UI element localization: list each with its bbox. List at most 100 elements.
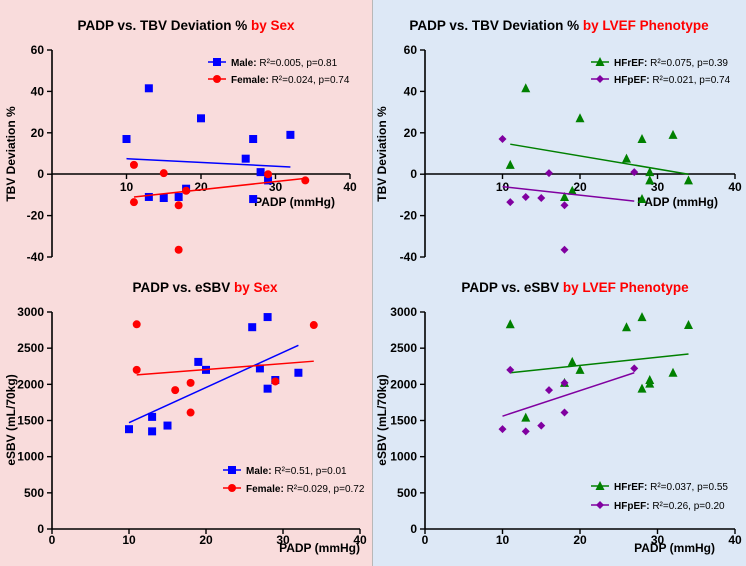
data-point-female [129, 160, 138, 169]
chart-title-main: PADP vs. TBV Deviation % [77, 18, 251, 33]
fit-line-male [126, 157, 291, 168]
data-point-male [125, 425, 133, 434]
data-point-hfpef [498, 425, 507, 434]
x-tick-label: 40 [343, 180, 357, 194]
data-point-female [132, 320, 141, 329]
legend-series-name: HFpEF: [614, 501, 652, 512]
data-point-male [241, 154, 250, 163]
chart-title-main: PADP vs. TBV Deviation % [409, 18, 583, 33]
fit-line-female [136, 360, 314, 376]
data-point-hfpef [545, 169, 553, 178]
data-point-male [249, 195, 258, 204]
legend-series-name: HFpEF: [614, 75, 652, 86]
x-tick-label: 20 [199, 533, 213, 547]
data-point-hfref [560, 191, 569, 201]
x-tick-label: 20 [573, 533, 587, 547]
x-tick-label: 0 [49, 533, 56, 547]
x-axis-label: PADP (mmHg) [279, 541, 360, 555]
y-tick-label: 2500 [390, 341, 417, 355]
data-point-hfref [645, 175, 655, 185]
legend-marker-male [213, 58, 221, 66]
data-point-female [309, 321, 318, 330]
data-point-male [144, 192, 153, 201]
legend-label-female: Female: R²=0.029, p=0.72 [246, 484, 365, 495]
right-panel-background [373, 0, 746, 566]
data-point-male [249, 135, 258, 144]
data-point-hfref [668, 367, 678, 377]
data-point-hfref [622, 322, 631, 332]
chart-title: PADP vs. eSBV by Sex [132, 280, 278, 295]
data-point-hfref [622, 153, 631, 163]
data-point-female [159, 169, 168, 178]
data-point-hfpef [506, 198, 515, 207]
chart-title: PADP vs. eSBV by LVEF Phenotype [461, 280, 689, 295]
y-tick-label: -20 [400, 209, 418, 223]
data-point-male [263, 384, 272, 393]
data-point-hfref [668, 129, 678, 139]
data-point-hfref [637, 194, 647, 204]
data-point-female [132, 365, 141, 374]
legend-marker-male [228, 466, 236, 474]
data-point-hfpef [560, 245, 569, 254]
data-point-hfref [567, 185, 577, 195]
y-tick-label: 60 [31, 43, 45, 57]
chart-tr: PADP vs. TBV Deviation % by LVEF Phenoty… [375, 18, 742, 264]
data-point-hfref [684, 175, 693, 185]
legend-marker-hfref [595, 481, 605, 490]
y-tick-label: 1000 [17, 450, 44, 464]
y-axis-label: TBV Deviation % [4, 106, 18, 202]
data-point-male [174, 192, 183, 201]
y-tick-label: 500 [397, 486, 417, 500]
legend-stat: R²=0.26, p=0.20 [652, 501, 725, 512]
y-tick-label: 3000 [17, 305, 44, 319]
chart-tl: PADP vs. TBV Deviation % by Sex -40 -20 0 20… [4, 18, 357, 264]
y-tick-label: 0 [37, 167, 44, 181]
data-point-hfpef [560, 201, 569, 210]
legend-marker-hfpef [596, 501, 604, 509]
legend-marker-hfpef [596, 75, 604, 83]
legend-stat: R²=0.029, p=0.72 [287, 484, 365, 495]
y-tick-label: 2500 [17, 341, 44, 355]
data-point-male [144, 84, 153, 93]
data-point-hfref [505, 319, 515, 329]
chart-title-highlight: by LVEF Phenotype [583, 18, 709, 33]
data-point-hfpef [521, 427, 530, 436]
y-tick-label: 1000 [390, 450, 417, 464]
data-point-male [263, 313, 272, 322]
legend-label-hfpef: HFpEF: R²=0.021, p=0.74 [614, 75, 731, 86]
data-point-male [294, 368, 303, 377]
chart-bl: PADP vs. eSBV by Sex 0 500 1000 1500 2000 2500… [4, 280, 367, 555]
data-point-male [255, 364, 264, 373]
y-tick-label: 40 [31, 84, 45, 98]
fit-line-female [133, 177, 306, 198]
data-point-male [122, 135, 131, 144]
data-point-male [256, 168, 265, 177]
data-point-hfpef [545, 386, 553, 395]
x-tick-label: 30 [269, 180, 283, 194]
legend-marker-female [228, 484, 236, 492]
data-point-female [186, 408, 195, 417]
legend-stat: R²=0.037, p=0.55 [650, 482, 728, 493]
x-tick-label: 10 [120, 180, 134, 194]
y-axis-label: eSBV (mL/70kg) [375, 374, 389, 465]
x-tick-label: 30 [651, 180, 665, 194]
y-tick-label: 0 [37, 522, 44, 536]
y-tick-label: 1500 [17, 414, 44, 428]
data-point-female [264, 170, 273, 179]
y-axis-label: TBV Deviation % [375, 106, 389, 202]
legend-series-name: HFrEF: [614, 58, 650, 69]
x-axis-label: PADP (mmHg) [254, 195, 335, 209]
data-point-hfpef [537, 194, 546, 203]
y-tick-label: 20 [31, 126, 45, 140]
y-tick-label: 500 [24, 486, 44, 500]
data-point-hfref [567, 356, 577, 366]
data-point-male [194, 357, 203, 366]
chart-title: PADP vs. TBV Deviation % by Sex [77, 18, 295, 33]
x-tick-label: 40 [728, 180, 742, 194]
legend-series-name: Male: [246, 466, 274, 477]
legend-series-name: Female: [231, 75, 272, 86]
data-point-male [197, 114, 205, 123]
y-tick-label: 40 [404, 84, 418, 98]
